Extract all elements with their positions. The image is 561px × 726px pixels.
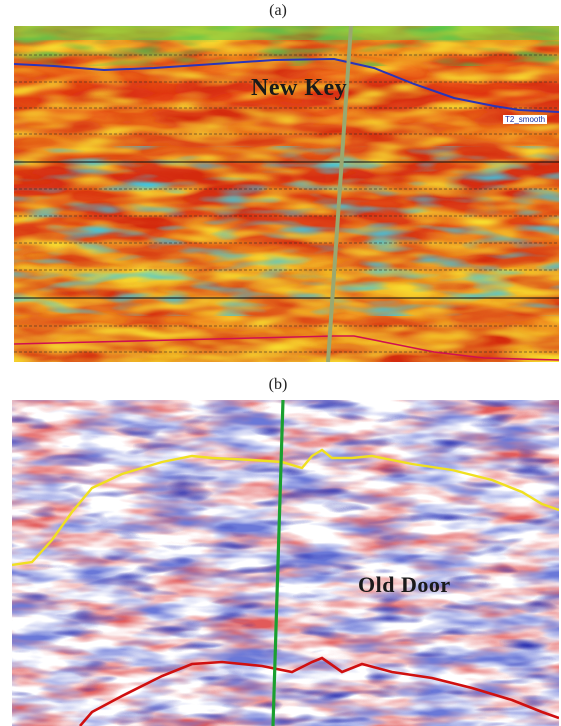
- seismic-panel-a: [14, 26, 559, 362]
- panel-a-caption: (a): [269, 2, 287, 19]
- seismic-amplitude-image-a: [14, 26, 559, 362]
- horizon-red-line: [79, 656, 559, 726]
- horizon-bottom-line: [14, 335, 559, 361]
- well-trajectory-line: [271, 400, 285, 726]
- horizon-name-tag: T2_smooth: [503, 115, 548, 124]
- seismic-panel-b: [12, 400, 559, 726]
- horizon-top-line: [14, 57, 559, 113]
- seismic-amplitude-image-b: [12, 400, 559, 726]
- new-key-label: New Key: [251, 75, 348, 101]
- old-door-label: Old Door: [358, 572, 451, 597]
- panel-b-caption: (b): [268, 376, 288, 393]
- well-trajectory-line: [326, 26, 353, 362]
- horizon-yellow-line: [12, 448, 559, 567]
